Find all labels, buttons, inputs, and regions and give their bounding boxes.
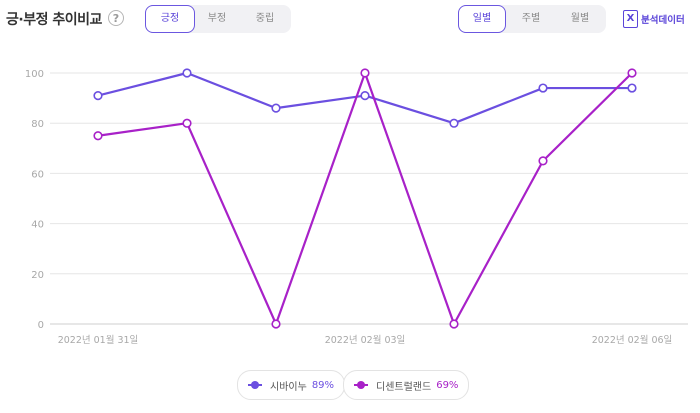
x-tick-label: 2022년 02월 03일 — [325, 334, 406, 346]
tab-monthly[interactable]: 월별 — [570, 13, 590, 24]
y-tick-label: 40 — [31, 220, 44, 231]
tab-negative[interactable]: 부정 — [207, 13, 227, 24]
excel-icon: X — [623, 10, 638, 28]
data-point-series-1 — [93, 90, 103, 101]
data-point-series-2 — [93, 131, 103, 141]
y-tick-label: 100 — [25, 69, 44, 80]
legend-marker-series-2 — [354, 380, 368, 390]
data-point-series-2 — [449, 319, 459, 329]
data-point-series-2 — [182, 118, 192, 128]
legend-item-series-2[interactable]: 디센트럴랜드 69% — [343, 370, 470, 400]
series-line-2 — [97, 71, 633, 326]
sentiment-tab-group: 긍정 부정 중립 — [145, 5, 291, 33]
y-tick-label: 20 — [31, 270, 44, 281]
data-point-series-2 — [271, 319, 281, 329]
data-point-series-2 — [627, 68, 637, 78]
data-point-series-2 — [538, 156, 548, 166]
data-point-series-2 — [360, 68, 370, 78]
legend-marker-series-1 — [248, 380, 262, 390]
period-tab-group: 일별 주별 월별 — [458, 5, 606, 33]
data-point-series-1 — [360, 90, 370, 101]
data-point-series-1 — [627, 83, 637, 93]
export-label: 분석데이터 — [641, 15, 685, 26]
legend-label-series-2: 디센트럴랜드 — [376, 381, 432, 393]
tab-neutral[interactable]: 중립 — [255, 13, 275, 24]
y-tick-label: 60 — [31, 169, 44, 180]
data-point-series-1 — [538, 83, 548, 93]
data-point-series-1 — [182, 68, 192, 78]
x-tick-label: 2022년 01월 31일 — [58, 334, 139, 346]
y-tick-label: 0 — [38, 320, 44, 331]
data-point-series-1 — [271, 103, 281, 113]
tab-daily[interactable]: 일별 — [458, 5, 506, 33]
tab-positive[interactable]: 긍정 — [145, 5, 195, 33]
page-title: 긍·부정 추이비교 — [6, 12, 102, 28]
legend-label-series-1: 시바이누 — [270, 381, 307, 393]
legend-value-series-1: 89% — [311, 379, 335, 391]
legend-value-series-2: 69% — [436, 379, 459, 391]
legend-item-series-1[interactable]: 시바이누 89% — [237, 370, 346, 400]
y-tick-label: 80 — [31, 119, 44, 130]
data-point-series-1 — [449, 118, 459, 128]
x-tick-label: 2022년 02월 06일 — [592, 334, 673, 346]
tab-weekly[interactable]: 주별 — [521, 13, 541, 24]
export-data-button[interactable]: X 분석데이터 — [623, 9, 685, 29]
help-icon[interactable]: ? — [108, 10, 124, 26]
